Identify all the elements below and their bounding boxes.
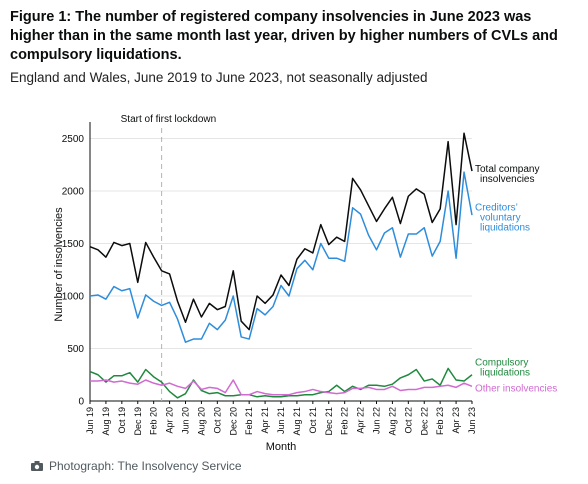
x-tick-label: Aug 22 — [387, 407, 397, 436]
series-label: Creditors’ voluntary liquidations — [475, 202, 530, 233]
y-tick-label: 2000 — [62, 187, 85, 198]
x-tick-label: Dec 21 — [324, 407, 334, 436]
x-tick-label: Jun 22 — [372, 407, 382, 434]
x-tick-label: Aug 21 — [292, 407, 302, 436]
x-tick-label: Jun 21 — [276, 407, 286, 434]
x-tick-label: Oct 22 — [403, 407, 413, 434]
x-axis-label: Month — [266, 441, 297, 453]
series-line-total-company-insolvencies — [89, 132, 473, 331]
axes — [89, 122, 472, 402]
x-tick-label: Aug 20 — [196, 407, 206, 436]
x-tick-label: Dec 19 — [133, 407, 143, 436]
line-chart: 0 500 1000 1500 2000 2500 Jun 19 Aug 19 Oct 19 D… — [53, 114, 557, 453]
x-tick-label: Apr 22 — [356, 407, 366, 434]
x-tick-label: Feb 22 — [340, 407, 350, 435]
gridlines — [90, 138, 472, 402]
photo-credit-text: Photograph: The Insolvency Service — [49, 459, 242, 473]
x-tick-label: Apr 23 — [451, 407, 461, 434]
x-tick-label: Dec 20 — [228, 407, 238, 436]
x-tick-label: Oct 20 — [212, 407, 222, 434]
x-tick-label: Feb 21 — [244, 407, 254, 435]
x-tick-label: Feb 20 — [149, 407, 159, 435]
series-label: Compulsory liquidations — [475, 357, 530, 378]
x-tick-label: Jun 20 — [181, 407, 191, 434]
y-tick-label: 2500 — [62, 134, 85, 145]
camera-icon — [31, 461, 43, 471]
photo-credit: Photograph: The Insolvency Service — [31, 459, 242, 473]
y-tick-label: 500 — [67, 344, 84, 355]
x-tick-label: Aug 19 — [101, 407, 111, 436]
series-line-other-insolvencies — [90, 379, 473, 396]
series-lines — [89, 132, 473, 399]
series-label: Other insolvencies — [475, 383, 557, 394]
page-title: Figure 1: The number of registered compa… — [10, 9, 558, 63]
x-tick-label: Oct 19 — [117, 407, 127, 434]
x-tick-label: Apr 20 — [165, 407, 175, 434]
x-tick-labels: Jun 19 Aug 19 Oct 19 Dec 19 Feb 20 Apr 20 Jun … — [85, 401, 477, 436]
lockdown-label: Start of first lockdown — [121, 114, 217, 125]
series-labels: Total company insolvencies Creditors’ volun… — [475, 164, 557, 394]
series-line-creditors-voluntary-liquidations — [89, 171, 473, 343]
y-tick-label: 0 — [78, 397, 84, 408]
y-tick-labels: 0 500 1000 1500 2000 2500 — [62, 134, 85, 408]
y-axis-label: Number of insolvencies — [53, 207, 65, 322]
x-tick-label: Jun 23 — [467, 407, 477, 434]
x-tick-label: Feb 23 — [435, 407, 445, 435]
x-tick-label: Jun 19 — [85, 407, 95, 434]
y-tick-label: 1000 — [62, 292, 85, 303]
x-tick-label: Oct 21 — [308, 407, 318, 434]
series-label: Total company insolvencies — [475, 164, 539, 185]
x-tick-label: Apr 21 — [260, 407, 270, 434]
y-tick-label: 1500 — [62, 239, 85, 250]
x-tick-label: Dec 22 — [419, 407, 429, 436]
series-line-compulsory-liquidations — [89, 367, 473, 399]
page-subtitle: England and Wales, June 2019 to June 202… — [10, 70, 428, 85]
lockdown-annotation: Start of first lockdown — [121, 114, 217, 401]
